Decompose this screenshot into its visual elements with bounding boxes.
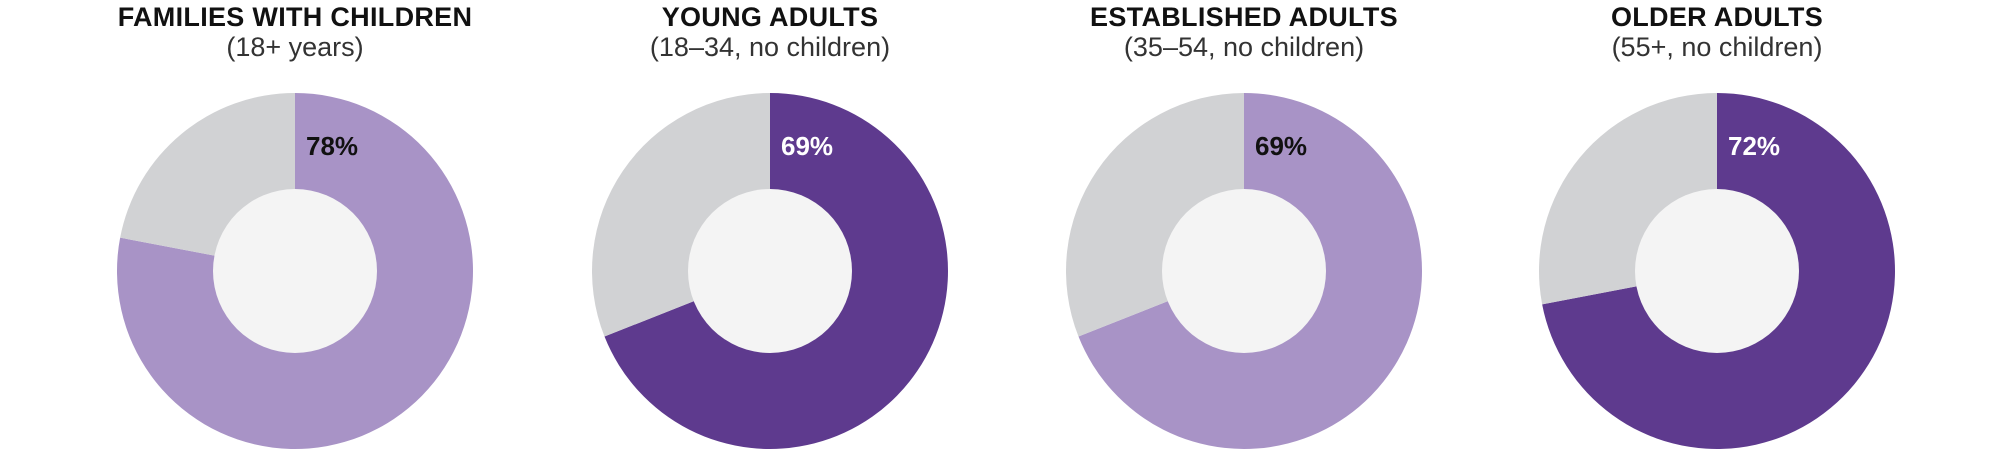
chart-subtitle: (35–54, no children) [1123, 32, 1365, 62]
donut-chart [1066, 93, 1422, 450]
donut-panel-older-adults: OLDER ADULTS (55+, no children) 72% [1467, 0, 1967, 453]
donut-hole [688, 189, 852, 353]
chart-subtitle: (18–34, no children) [649, 32, 891, 62]
donut-chart [117, 93, 474, 449]
donut-panel-families-with-children: FAMILIES WITH CHILDREN (18+ years) 78% [45, 0, 545, 453]
data-label-69: 69% [1255, 131, 1308, 161]
donut-chart [1539, 93, 1895, 450]
data-label-72: 72% [1728, 131, 1781, 161]
donut-panel-young-adults: YOUNG ADULTS (18–34, no children) 69% [520, 0, 1020, 453]
chart-title: YOUNG ADULTS [661, 2, 879, 32]
chart-subtitle: (18+ years) [226, 32, 364, 62]
donut-hole [1162, 189, 1326, 353]
chart-title: OLDER ADULTS [1610, 2, 1824, 32]
data-label-78: 78% [306, 131, 359, 161]
chart-subtitle: (55+, no children) [1611, 32, 1823, 62]
donut-hole [1635, 189, 1799, 353]
donut-chart [592, 93, 948, 450]
chart-title: FAMILIES WITH CHILDREN [117, 2, 473, 32]
donut-panel-established-adults: ESTABLISHED ADULTS (35–54, no children) … [994, 0, 1494, 453]
data-label-69: 69% [781, 131, 834, 161]
chart-title: ESTABLISHED ADULTS [1090, 2, 1398, 32]
donut-hole [213, 189, 377, 353]
